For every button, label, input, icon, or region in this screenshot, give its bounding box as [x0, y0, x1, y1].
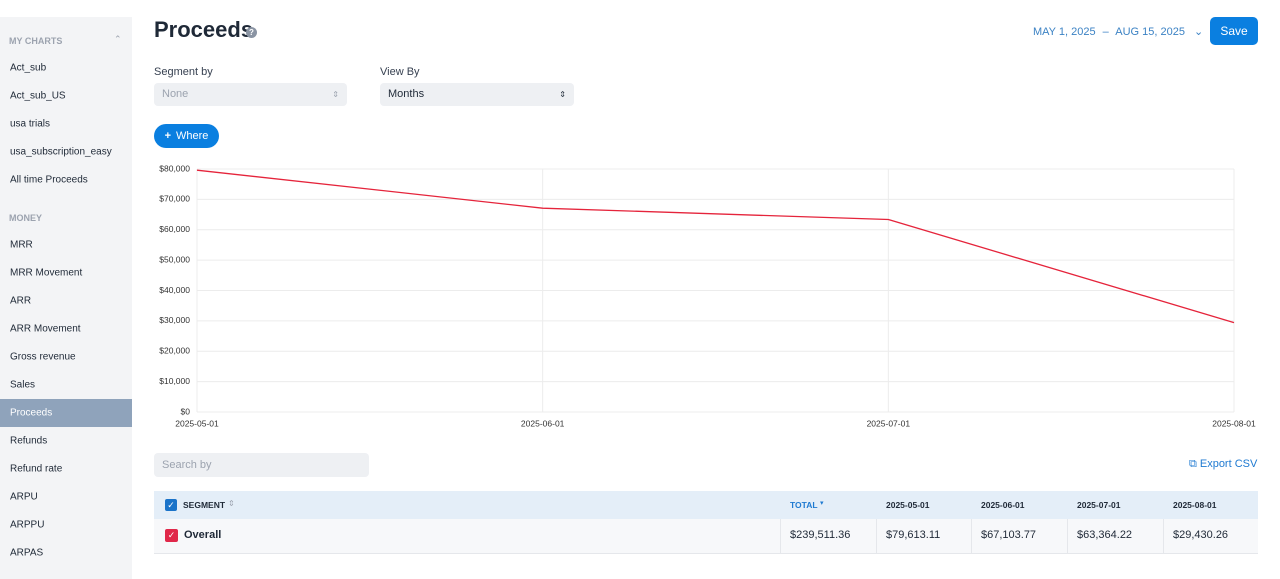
where-label: Where [176, 130, 209, 142]
select-arrows: ⇕ [332, 90, 339, 99]
y-tick-label: $80,000 [159, 163, 190, 173]
chevron: ⌄ [1194, 26, 1204, 38]
sort-icon: ▾ [820, 500, 824, 507]
column-header[interactable]: 2025-07-01 [1077, 500, 1121, 510]
table-cell: $239,511.36 [790, 529, 851, 541]
table: ✓ SEGMENT ⇕ TOTAL ▾ 2025-05-01 2025-06-01 2025-… [154, 491, 1258, 554]
nav-item[interactable]: All time Proceeds [10, 174, 88, 186]
column-header[interactable]: TOTAL [790, 500, 818, 510]
nav-item[interactable]: ARR [10, 295, 32, 307]
segment-select[interactable]: None ⇕ [154, 83, 347, 106]
section-title: MY CHARTS [9, 36, 63, 46]
search-input[interactable]: Search by [154, 453, 369, 477]
table-cell: $29,430.26 [1173, 529, 1229, 541]
sort-icon: ⇕ [228, 499, 235, 508]
y-tick-label: $60,000 [159, 224, 190, 234]
export-csv[interactable]: ⧉ Export CSV [1189, 458, 1257, 471]
column-divider [1163, 519, 1164, 553]
segment-value: None [162, 88, 189, 100]
x-tick-label: 2025-08-01 [1212, 418, 1256, 428]
nav-item[interactable]: Act_sub_US [10, 90, 66, 102]
column-header[interactable]: 2025-08-01 [1173, 500, 1217, 510]
nav-item[interactable]: Refunds [10, 435, 48, 447]
selected-highlight [0, 399, 132, 427]
y-tick-label: $0 [181, 406, 191, 416]
nav-item[interactable]: Refund rate [10, 463, 63, 475]
y-tick-label: $40,000 [159, 285, 190, 295]
data-line [196, 169, 1235, 324]
nav-item[interactable]: Gross revenue [10, 351, 76, 363]
table-cell: Overall [184, 529, 222, 541]
y-tick-label: $20,000 [159, 346, 190, 356]
help-icon[interactable]: ? [246, 27, 257, 38]
date-range[interactable]: MAY 1, 2025 – AUG 15, 2025 ⌄ [1033, 25, 1203, 38]
nav-item[interactable]: usa trials [10, 118, 51, 130]
export-icon: ⧉ [1189, 458, 1197, 470]
nav-item[interactable]: Sales [10, 379, 36, 391]
nav-item[interactable]: MRR Movement [10, 267, 83, 279]
plus-icon: + [164, 130, 172, 142]
x-tick-label: 2025-05-01 [175, 418, 219, 428]
table-header-bg [154, 491, 1258, 519]
select-arrows: ⇕ [559, 90, 566, 99]
table-cell: $63,364.22 [1077, 529, 1133, 541]
nav-item[interactable]: Proceeds [10, 407, 53, 419]
column-divider [876, 519, 877, 553]
column-divider [971, 519, 972, 553]
table-cell: $67,103.77 [981, 529, 1037, 541]
date-end: AUG 15, 2025 [1115, 26, 1185, 38]
y-tick-label: $50,000 [159, 254, 190, 264]
date-start: MAY 1, 2025 [1033, 26, 1096, 38]
view-by-value: Months [388, 88, 425, 100]
column-divider [780, 519, 781, 553]
export-label: Export CSV [1199, 458, 1258, 470]
view-by-select[interactable]: Months ⇕ [380, 83, 574, 106]
where-button[interactable]: + Where [154, 124, 219, 148]
row-checkbox[interactable]: ✓ [165, 529, 178, 542]
header-checkbox[interactable]: ✓ [165, 499, 177, 511]
column-header[interactable]: SEGMENT [183, 500, 226, 510]
y-tick-label: $10,000 [159, 376, 190, 386]
column-divider [1067, 519, 1068, 553]
date-separator: – [1102, 26, 1109, 38]
x-tick-label: 2025-06-01 [521, 418, 565, 428]
nav-item[interactable]: ARPU [10, 491, 38, 503]
page-title: Proceeds [154, 17, 254, 42]
segment-label: Segment by [154, 66, 213, 78]
nav-item[interactable]: MRR [10, 239, 33, 251]
column-header[interactable]: 2025-05-01 [886, 500, 930, 510]
column-header[interactable]: 2025-06-01 [981, 500, 1025, 510]
section-title: MONEY [9, 213, 43, 223]
save-button[interactable]: Save [1210, 17, 1258, 45]
table-row-bg [154, 519, 1258, 554]
table-cell: $79,613.11 [886, 529, 941, 541]
nav-item[interactable]: usa_subscription_easy [10, 146, 112, 158]
nav-item[interactable]: ARPAS [10, 547, 44, 559]
view-by-label: View By [380, 66, 420, 78]
nav-item[interactable]: ARPPU [10, 519, 45, 531]
chart: $0 $10,000 $20,000 $30,000 $40,000 $50,000 $60… [159, 163, 1256, 428]
y-tick-label: $70,000 [159, 194, 190, 204]
y-tick-label: $30,000 [159, 315, 190, 325]
x-tick-label: 2025-07-01 [867, 418, 911, 428]
nav-item[interactable]: Act_sub [10, 62, 47, 74]
nav-item[interactable]: ARR Movement [10, 323, 81, 335]
collapse-icon: ⌃ [114, 34, 122, 44]
